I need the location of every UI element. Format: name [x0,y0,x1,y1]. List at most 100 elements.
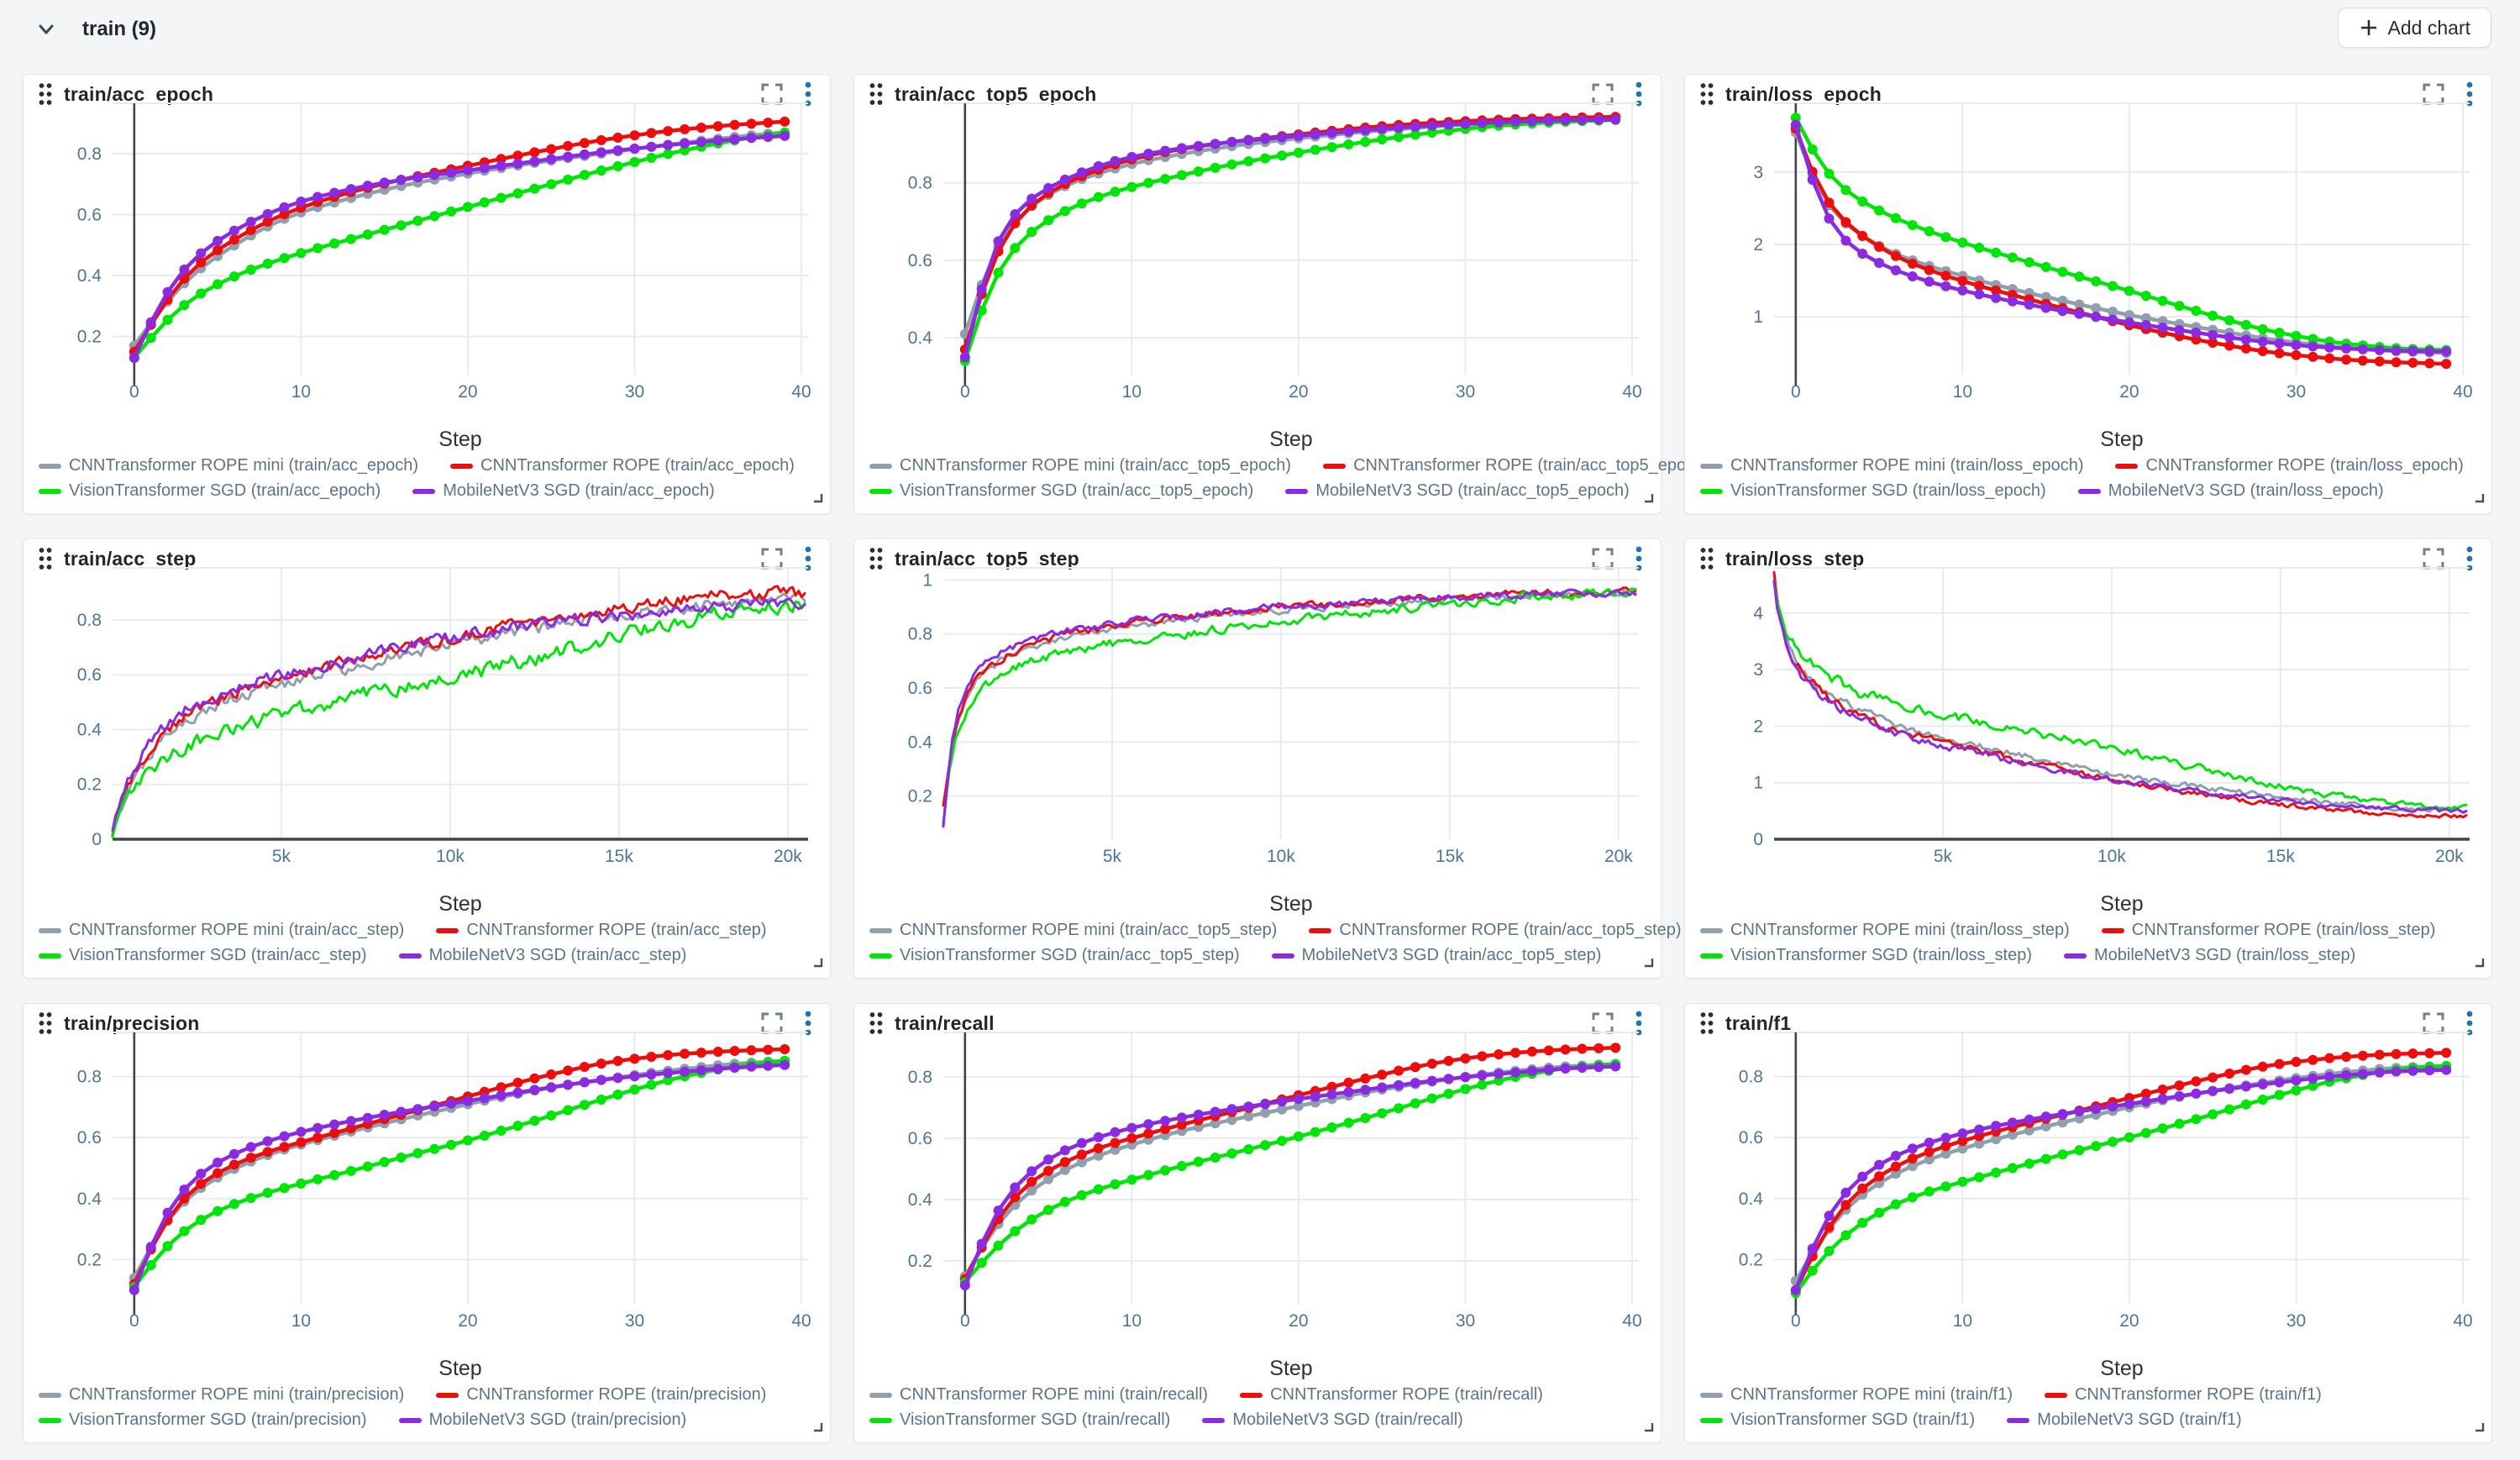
resize-handle-icon[interactable] [1642,491,1655,508]
legend-item[interactable]: VisionTransformer SGD (train/recall) [869,1410,1170,1430]
legend-swatch [2007,1417,2030,1423]
panel-title: train/f1 [1725,1011,1792,1034]
legend-row: CNNTransformer ROPE mini (train/acc_epoc… [39,456,795,475]
svg-text:0: 0 [92,830,102,849]
legend-item[interactable]: VisionTransformer SGD (train/loss_epoch) [1700,481,2046,501]
legend-item[interactable]: CNNTransformer ROPE (train/acc_top5_epoc… [1323,456,1709,475]
resize-handle-icon[interactable] [811,1421,824,1437]
kebab-menu-icon[interactable] [2465,1010,2475,1037]
legend-item[interactable]: CNNTransformer ROPE (train/f1) [2044,1385,2322,1405]
svg-text:10: 10 [1122,1311,1142,1331]
legend-item[interactable]: CNNTransformer ROPE mini (train/acc_top5… [869,921,1277,940]
legend-item[interactable]: MobileNetV3 SGD (train/acc_step) [398,946,686,965]
resize-handle-icon[interactable] [1642,956,1655,973]
drag-handle-icon[interactable] [868,1011,885,1036]
legend-item[interactable]: CNNTransformer ROPE mini (train/f1) [1700,1385,2013,1405]
chevron-down-icon[interactable] [34,17,59,42]
legend-item[interactable]: VisionTransformer SGD (train/precision) [39,1410,367,1430]
legend-row: VisionTransformer SGD (train/acc_top5_st… [869,946,1682,965]
legend-item[interactable]: CNNTransformer ROPE mini (train/precisio… [39,1385,404,1405]
drag-handle-icon[interactable] [37,81,54,107]
panel-card: train/acc_step 0 0.2 0.4 0.6 0.8 5k 10k 15k 20k … [23,538,831,979]
line-chart[interactable]: 0 0.2 0.4 0.6 0.8 5k 10k 15k 20k [24,566,832,869]
svg-text:30: 30 [2286,382,2306,402]
legend-swatch [2044,1392,2067,1398]
legend-item[interactable]: VisionTransformer SGD (train/f1) [1700,1410,1975,1430]
line-chart[interactable]: 0 1 2 3 4 5k 10k 15k 20k [1685,566,2493,869]
legend-item[interactable]: CNNTransformer ROPE mini (train/loss_ste… [1700,921,2070,940]
legend-item[interactable]: MobileNetV3 SGD (train/precision) [398,1410,686,1430]
legend-item[interactable]: MobileNetV3 SGD (train/acc_top5_step) [1271,946,1601,965]
svg-text:20: 20 [2119,382,2139,402]
legend-item[interactable]: CNNTransformer ROPE mini (train/acc_top5… [869,456,1291,475]
drag-handle-icon[interactable] [1698,546,1715,571]
legend-item[interactable]: CNNTransformer ROPE (train/precision) [436,1385,766,1405]
legend-item[interactable]: CNNTransformer ROPE (train/acc_top5_step… [1309,921,1682,940]
kebab-menu-icon[interactable] [2465,545,2475,572]
legend-item[interactable]: CNNTransformer ROPE mini (train/acc_epoc… [39,456,418,475]
legend-item[interactable]: CNNTransformer ROPE (train/loss_epoch) [2115,456,2464,475]
legend-item[interactable]: CNNTransformer ROPE (train/recall) [1240,1385,1543,1405]
drag-handle-icon[interactable] [868,81,885,107]
add-chart-button[interactable]: Add chart [2337,8,2491,48]
legend-swatch [436,1392,459,1398]
legend-item[interactable]: MobileNetV3 SGD (train/f1) [2007,1410,2242,1430]
legend-swatch [1700,927,1723,933]
legend: CNNTransformer ROPE mini (train/acc_top5… [869,456,1709,501]
line-chart[interactable]: 0.2 0.4 0.6 0.8 0 10 20 30 40 [854,1031,1662,1333]
resize-handle-icon[interactable] [1642,1421,1655,1437]
legend-swatch [869,953,892,958]
drag-handle-icon[interactable] [1698,1011,1715,1036]
legend-item[interactable]: VisionTransformer SGD (train/acc_top5_ep… [869,481,1253,501]
panel-header: train/precision [24,1004,830,1036]
svg-text:0: 0 [1791,382,1801,402]
resize-handle-icon[interactable] [2473,1421,2486,1437]
legend-item[interactable]: MobileNetV3 SGD (train/acc_top5_epoch) [1285,481,1630,501]
resize-handle-icon[interactable] [2473,956,2486,973]
legend-item[interactable]: CNNTransformer ROPE mini (train/recall) [869,1385,1208,1405]
panel-header: train/acc_top5_step [854,539,1661,571]
drag-handle-icon[interactable] [1698,81,1715,107]
legend-item[interactable]: CNNTransformer ROPE (train/loss_step) [2101,921,2435,940]
line-chart[interactable]: 0.2 0.4 0.6 0.8 0 10 20 30 40 [24,1031,832,1333]
svg-text:0.4: 0.4 [1739,1190,1764,1209]
panel-title: train/loss_step [1725,547,1865,570]
panel-card: train/acc_top5_epoch 0.4 0.6 0.8 0 10 20 30 40 … [853,74,1709,514]
legend-item[interactable]: VisionTransformer SGD (train/acc_top5_st… [869,946,1240,965]
line-chart[interactable]: 0.2 0.4 0.6 0.8 0 10 20 30 40 [1685,1031,2493,1333]
legend-item[interactable]: VisionTransformer SGD (train/acc_epoch) [39,481,381,501]
drag-handle-icon[interactable] [37,546,54,571]
legend-item[interactable]: MobileNetV3 SGD (train/loss_epoch) [2077,481,2384,501]
drag-handle-icon[interactable] [37,1011,54,1036]
line-chart[interactable]: 0.2 0.4 0.6 0.8 0 10 20 30 40 [24,102,832,404]
legend-swatch [1700,463,1723,469]
svg-text:20k: 20k [774,847,802,866]
resize-handle-icon[interactable] [811,491,824,508]
legend-item[interactable]: VisionTransformer SGD (train/loss_step) [1700,946,2032,965]
legend-item[interactable]: MobileNetV3 SGD (train/loss_step) [2064,946,2355,965]
svg-text:0.8: 0.8 [908,1068,932,1087]
legend-item[interactable]: VisionTransformer SGD (train/acc_step) [39,946,367,965]
legend-item[interactable]: CNNTransformer ROPE (train/acc_epoch) [450,456,795,475]
legend-item[interactable]: CNNTransformer ROPE mini (train/acc_step… [39,921,404,940]
svg-text:0.2: 0.2 [908,787,932,806]
legend-item[interactable]: CNNTransformer ROPE (train/acc_step) [436,921,766,940]
kebab-menu-icon[interactable] [803,81,813,108]
legend-item[interactable]: MobileNetV3 SGD (train/recall) [1202,1410,1463,1430]
resize-handle-icon[interactable] [2473,491,2486,508]
x-axis-label: Step [2100,1357,2144,1380]
line-chart[interactable]: 0.4 0.6 0.8 0 10 20 30 40 [854,102,1662,404]
svg-text:10: 10 [1122,382,1142,402]
legend-label: MobileNetV3 SGD (train/f1) [2037,1410,2242,1429]
svg-text:0: 0 [960,382,970,402]
legend-item[interactable]: CNNTransformer ROPE mini (train/loss_epo… [1700,456,2083,475]
svg-text:0.4: 0.4 [77,720,102,739]
drag-handle-icon[interactable] [868,546,885,571]
resize-handle-icon[interactable] [811,956,824,973]
legend-item[interactable]: MobileNetV3 SGD (train/acc_epoch) [412,481,715,501]
svg-text:0.8: 0.8 [908,625,932,644]
svg-text:30: 30 [625,382,644,402]
